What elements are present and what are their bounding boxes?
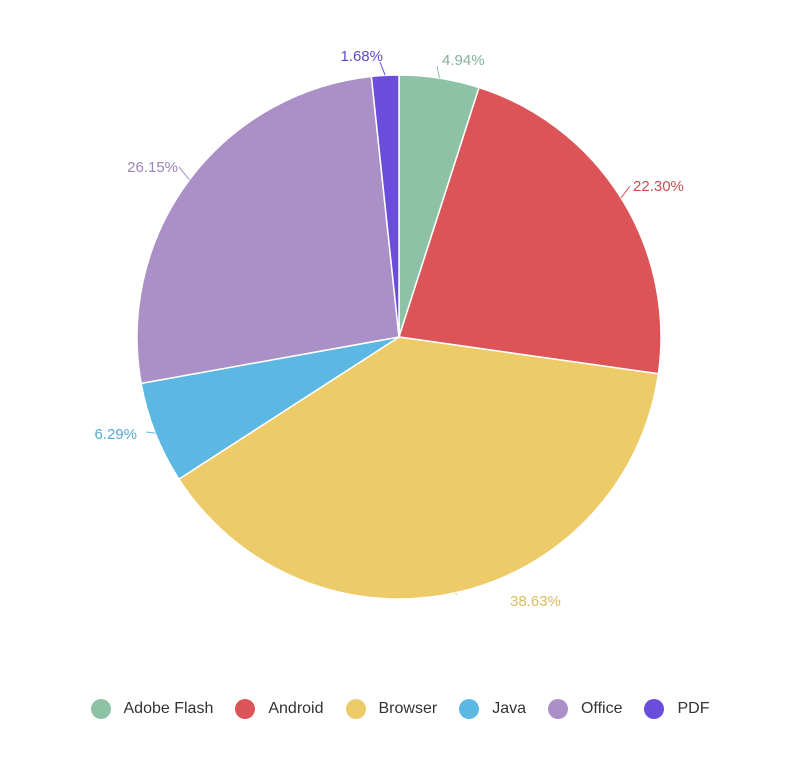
data-label-office: 26.15% bbox=[127, 159, 178, 176]
legend-label: Office bbox=[580, 700, 623, 717]
legend-label: Android bbox=[268, 700, 324, 717]
legend-item-java[interactable]: Java bbox=[459, 699, 526, 719]
legend-swatch-icon bbox=[547, 699, 568, 719]
leader-line-android bbox=[620, 185, 631, 199]
pie-slice-pdf[interactable] bbox=[370, 74, 400, 338]
legend-swatch-icon bbox=[345, 699, 366, 719]
legend-label: Java bbox=[492, 700, 526, 717]
legend-swatch-icon bbox=[459, 699, 480, 719]
data-label-browser: 38.63% bbox=[510, 593, 561, 610]
legend-label: Browser bbox=[378, 700, 438, 717]
pie-slice-office[interactable] bbox=[136, 75, 400, 385]
pie-slice-android[interactable] bbox=[398, 86, 662, 375]
data-label-android: 22.30% bbox=[633, 178, 684, 195]
legend-item-adobe-flash[interactable]: Adobe Flash bbox=[90, 699, 214, 719]
data-label-adobe-flash: 4.94% bbox=[442, 52, 485, 69]
leader-line-pdf bbox=[379, 61, 386, 76]
legend-item-browser[interactable]: Browser bbox=[345, 699, 438, 719]
legend-swatch-icon bbox=[90, 699, 111, 719]
legend-item-pdf[interactable]: PDF bbox=[644, 699, 709, 719]
data-label-java: 6.29% bbox=[94, 426, 137, 443]
legend-swatch-icon bbox=[644, 699, 665, 719]
leader-line-adobe-flash bbox=[436, 65, 440, 79]
leader-line-java bbox=[145, 431, 156, 434]
legend-swatch-icon bbox=[235, 699, 256, 719]
legend-label: PDF bbox=[677, 700, 710, 717]
legend-item-android[interactable]: Android bbox=[235, 699, 324, 719]
leader-line-browser bbox=[454, 592, 458, 596]
legend-item-office[interactable]: Office bbox=[547, 699, 623, 719]
leader-line-office bbox=[178, 166, 190, 181]
data-label-pdf: 1.68% bbox=[340, 48, 383, 65]
chart-legend: Adobe Flash Android Browser Java Office PDF bbox=[0, 692, 800, 726]
legend-label: Adobe Flash bbox=[123, 700, 214, 717]
